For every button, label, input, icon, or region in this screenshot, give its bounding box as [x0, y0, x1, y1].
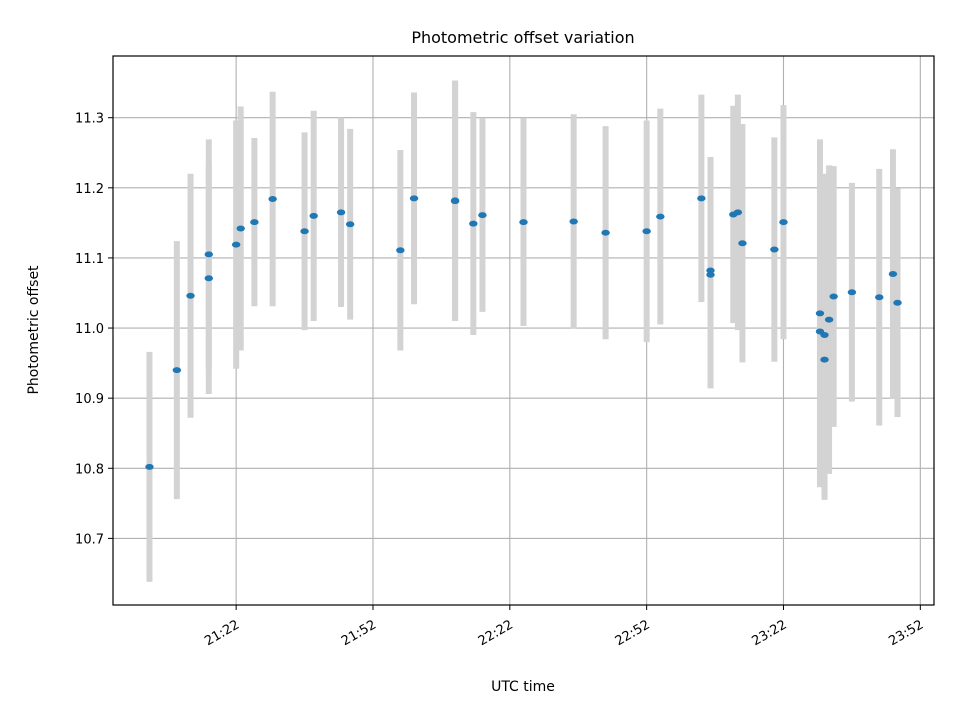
data-point [336, 209, 346, 216]
x-tick-label: 22:52 [613, 617, 653, 649]
y-tick-label: 10.7 [75, 532, 104, 547]
x-tick-label: 22:22 [476, 617, 516, 649]
data-point [875, 294, 884, 301]
y-tick-label: 10.8 [75, 462, 104, 477]
x-tick-label: 21:52 [339, 617, 379, 649]
data-point [204, 251, 213, 258]
y-axis-label: Photometric offset [26, 265, 42, 395]
data-point [847, 289, 857, 296]
data-point [409, 195, 419, 202]
chart-title: Photometric offset variation [411, 28, 634, 47]
x-tick-label: 23:52 [886, 617, 926, 649]
data-point [519, 219, 528, 226]
error-bars [146, 80, 901, 582]
data-point [820, 356, 829, 363]
data-point [250, 219, 259, 226]
y-tick-label: 11.0 [75, 322, 104, 337]
y-tick-label: 11.1 [75, 252, 104, 267]
data-points [145, 195, 902, 470]
data-point [231, 241, 241, 248]
data-point [345, 221, 355, 228]
data-point [893, 299, 902, 306]
data-point [268, 196, 277, 203]
data-point [186, 292, 195, 299]
data-point [706, 271, 715, 278]
data-point [569, 218, 578, 225]
data-point [236, 225, 245, 232]
data-point [733, 209, 743, 216]
y-tick-label: 11.2 [75, 182, 104, 197]
x-tick-label: 23:22 [750, 617, 790, 649]
data-point [396, 247, 405, 254]
y-tick-label: 11.3 [75, 112, 104, 127]
data-point [204, 275, 213, 282]
data-point [829, 293, 838, 300]
data-point [601, 229, 610, 236]
data-point [656, 213, 665, 220]
data-point [172, 367, 182, 374]
y-tick-label: 10.9 [75, 392, 104, 407]
data-point [469, 220, 478, 227]
data-point [738, 240, 747, 247]
plot-frame [112, 55, 935, 606]
data-point [642, 228, 651, 235]
data-point [706, 267, 715, 274]
data-point [300, 228, 309, 235]
data-point [770, 246, 779, 253]
x-axis-label: UTC time [491, 679, 555, 695]
data-point [478, 212, 487, 219]
data-point [824, 316, 834, 323]
data-point [697, 195, 706, 202]
x-tick-label: 21:22 [202, 617, 242, 649]
data-point [815, 310, 825, 317]
data-point [450, 198, 460, 205]
data-point [779, 219, 788, 226]
data-point [309, 212, 318, 219]
data-point [888, 271, 898, 278]
axis-ticks: 10.7 10.8 10.9 11.0 11.1 11.2 11.3 21:22 21:52 22… [75, 112, 926, 649]
data-point [820, 332, 829, 339]
data-point [145, 463, 154, 470]
